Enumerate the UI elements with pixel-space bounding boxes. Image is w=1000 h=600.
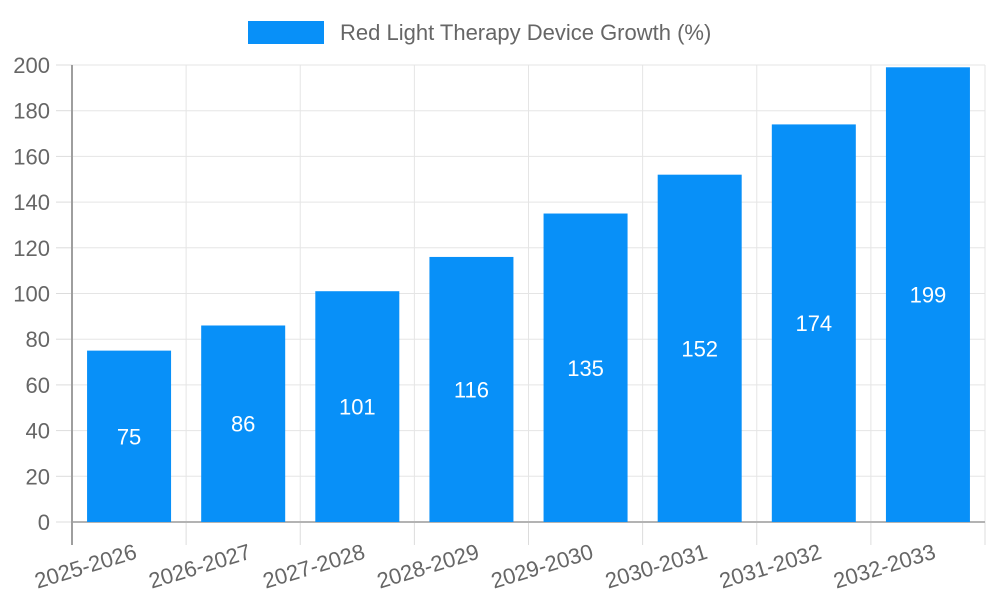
bar-value-label: 135 <box>567 356 604 381</box>
bar-value-label: 86 <box>231 412 255 437</box>
x-axis-tick-label: 2030-2031 <box>602 539 710 594</box>
x-axis-tick-label: 2026-2027 <box>146 539 254 594</box>
bar[interactable] <box>87 350 172 522</box>
bar-value-label: 75 <box>117 424 141 449</box>
bar[interactable] <box>201 325 286 522</box>
y-axis-tick-label: 160 <box>13 144 50 169</box>
legend-label: Red Light Therapy Device Growth (%) <box>340 20 711 45</box>
bar-value-label: 152 <box>681 336 718 361</box>
bar[interactable] <box>543 213 628 522</box>
bar[interactable] <box>885 67 970 522</box>
y-axis-tick-label: 20 <box>26 464 50 489</box>
bar[interactable] <box>657 174 742 522</box>
y-axis-tick-label: 120 <box>13 236 50 261</box>
bar[interactable] <box>429 256 514 522</box>
y-axis-tick-label: 140 <box>13 190 50 215</box>
y-axis-tick-label: 60 <box>26 373 50 398</box>
bar-value-label: 199 <box>910 283 947 308</box>
legend-swatch[interactable] <box>248 21 324 44</box>
x-axis-tick-label: 2029-2030 <box>488 539 596 594</box>
bar-value-label: 101 <box>339 395 376 420</box>
y-axis-tick-label: 200 <box>13 53 50 78</box>
x-axis-tick-label: 2031-2032 <box>716 539 824 594</box>
bar[interactable] <box>315 291 400 522</box>
y-axis-tick-label: 100 <box>13 282 50 307</box>
x-axis-tick-label: 2027-2028 <box>260 539 368 594</box>
x-axis-tick-label: 2028-2029 <box>374 539 482 594</box>
y-axis-tick-label: 80 <box>26 327 50 352</box>
y-axis-tick-label: 40 <box>26 419 50 444</box>
y-axis-tick-label: 0 <box>38 510 50 535</box>
legend-item[interactable]: Red Light Therapy Device Growth (%) <box>248 20 711 45</box>
y-axis-tick-label: 180 <box>13 99 50 124</box>
bar-value-label: 174 <box>795 311 832 336</box>
bar[interactable] <box>771 124 856 522</box>
x-axis-tick-label: 2032-2033 <box>830 539 938 594</box>
bar-value-label: 116 <box>454 377 489 402</box>
x-axis-tick-label: 2025-2026 <box>32 539 140 594</box>
